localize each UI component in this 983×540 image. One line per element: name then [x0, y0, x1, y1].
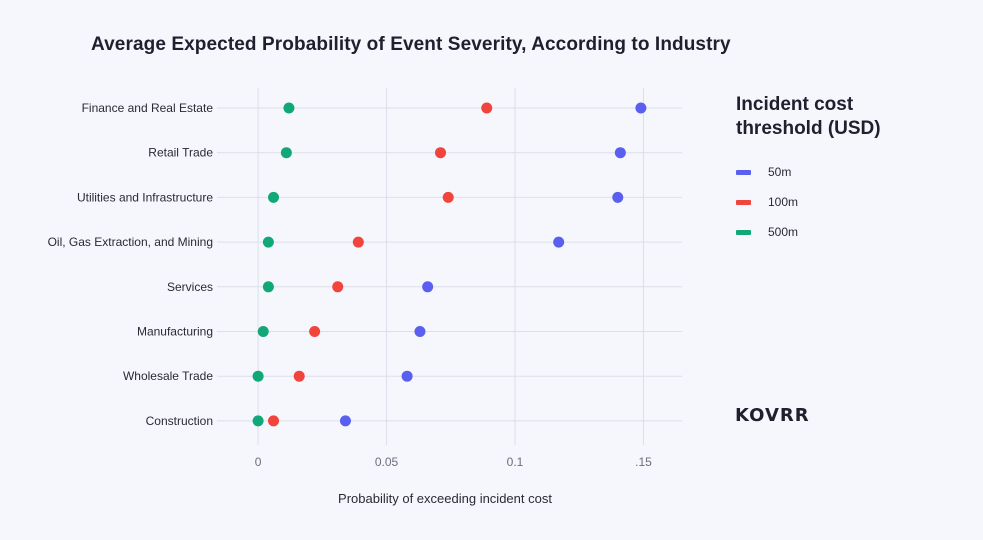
data-point-50m	[414, 326, 426, 337]
data-point-500m	[268, 191, 280, 203]
legend-swatch	[736, 229, 751, 235]
data-markers	[252, 102, 647, 427]
data-point-500m	[280, 147, 292, 159]
data-point-500m	[257, 326, 269, 337]
data-point-50m	[339, 415, 351, 427]
chart-title: Average Expected Probability of Event Se…	[91, 34, 731, 55]
category-label: Retail Trade	[148, 146, 213, 160]
data-point-50m	[635, 102, 647, 114]
data-point-50m	[553, 236, 565, 248]
x-tick-label: 0.05	[375, 455, 399, 469]
data-point-100m	[352, 236, 364, 248]
data-point-100m	[309, 326, 321, 337]
data-point-500m	[262, 236, 274, 248]
data-point-100m	[442, 191, 454, 203]
data-point-100m	[293, 370, 305, 382]
category-label: Finance and Real Estate	[82, 101, 214, 115]
category-label: Wholesale Trade	[123, 369, 213, 383]
data-point-100m	[268, 415, 280, 427]
legend-items: 50m 100m 500m	[736, 157, 906, 247]
data-point-500m	[252, 370, 264, 382]
data-point-500m	[262, 281, 274, 293]
category-label: Manufacturing	[137, 325, 213, 339]
category-label: Construction	[146, 414, 213, 428]
data-point-100m	[435, 147, 447, 159]
x-axis-title: Probability of exceeding incident cost	[338, 491, 552, 506]
category-label: Services	[167, 280, 213, 294]
category-label: Oil, Gas Extraction, and Mining	[48, 235, 213, 249]
legend-title: Incident cost threshold (USD)	[736, 94, 881, 139]
data-point-50m	[614, 147, 626, 159]
data-point-100m	[332, 281, 344, 293]
legend-label: 500m	[768, 225, 799, 239]
x-tick-label: .15	[635, 455, 652, 469]
grid-lines	[217, 88, 682, 445]
x-tick-label: 0	[255, 455, 262, 469]
data-point-500m	[283, 102, 295, 114]
legend-swatch	[736, 169, 751, 175]
legend-item-50m[interactable]: 50m	[736, 157, 906, 187]
data-point-50m	[422, 281, 434, 293]
data-point-50m	[401, 370, 413, 382]
legend-swatch	[736, 199, 751, 205]
legend: Incident cost threshold (USD) 50m 100m 500…	[736, 93, 906, 247]
data-point-500m	[252, 415, 264, 427]
axis-labels: 0 0.05 0.1 .15 Finance and Real Estate Retail…	[48, 101, 653, 506]
category-label: Utilities and Infrastructure	[77, 190, 213, 204]
legend-item-100m[interactable]: 100m	[736, 187, 906, 217]
x-tick-label: 0.1	[507, 455, 524, 469]
legend-item-500m[interactable]: 500m	[736, 217, 906, 247]
legend-label: 100m	[768, 195, 799, 209]
data-point-100m	[481, 102, 493, 114]
data-point-50m	[612, 191, 624, 203]
kovrr-logo: KOVRR	[735, 405, 810, 426]
legend-label: 50m	[768, 165, 792, 179]
